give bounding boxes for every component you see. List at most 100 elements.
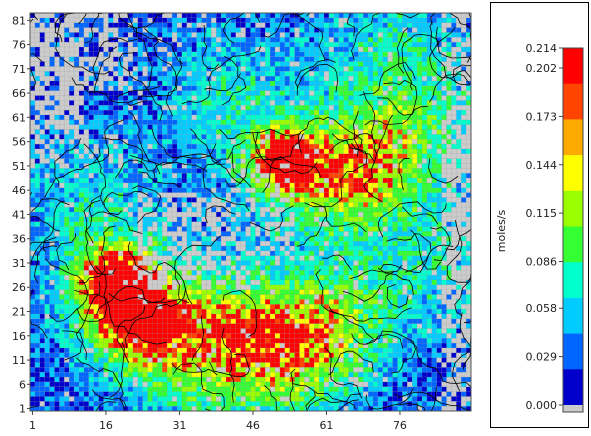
grid-cell bbox=[451, 362, 457, 368]
grid-cell bbox=[279, 377, 285, 382]
grid-cell bbox=[338, 357, 344, 363]
grid-cell bbox=[461, 362, 467, 368]
grid-cell bbox=[201, 173, 207, 179]
grid-cell bbox=[44, 352, 50, 358]
grid-cell bbox=[191, 202, 197, 208]
grid-cell bbox=[348, 299, 354, 305]
grid-cell bbox=[377, 158, 383, 164]
grid-cell bbox=[319, 216, 325, 222]
grid-cell bbox=[324, 192, 329, 198]
grid-cell bbox=[358, 163, 364, 169]
grid-cell bbox=[30, 275, 35, 280]
grid-cell bbox=[382, 202, 388, 208]
grid-cell bbox=[284, 372, 290, 378]
grid-cell bbox=[137, 245, 143, 251]
grid-cell bbox=[402, 216, 408, 222]
grid-cell bbox=[39, 212, 45, 217]
grid-cell bbox=[230, 362, 236, 368]
grid-cell bbox=[314, 406, 320, 412]
grid-cell bbox=[221, 178, 227, 183]
grid-cell bbox=[368, 212, 374, 217]
grid-cell bbox=[324, 279, 329, 285]
grid-cell bbox=[456, 289, 462, 295]
grid-cell bbox=[422, 173, 427, 179]
grid-cell bbox=[328, 144, 334, 149]
grid-cell bbox=[309, 192, 315, 198]
grid-cell bbox=[289, 202, 295, 208]
grid-cell bbox=[250, 158, 256, 164]
grid-cell bbox=[221, 226, 227, 232]
grid-cell bbox=[128, 352, 133, 358]
grid-cell bbox=[39, 270, 45, 276]
grid-cell bbox=[245, 391, 251, 397]
grid-cell bbox=[412, 202, 418, 208]
grid-cell bbox=[103, 148, 109, 154]
grid-cell bbox=[128, 270, 133, 276]
grid-cell bbox=[157, 158, 163, 164]
grid-cell bbox=[167, 221, 173, 227]
grid-cell bbox=[245, 275, 251, 280]
grid-cell bbox=[402, 173, 408, 179]
grid-cell bbox=[417, 197, 423, 203]
grid-cell bbox=[147, 323, 153, 329]
grid-cell bbox=[191, 396, 197, 402]
grid-cell bbox=[196, 255, 202, 261]
grid-cell bbox=[250, 386, 256, 392]
grid-cell bbox=[142, 187, 148, 193]
grid-cell bbox=[132, 148, 138, 154]
grid-cell bbox=[167, 178, 173, 183]
grid-cell bbox=[382, 294, 388, 300]
grid-cell bbox=[69, 343, 75, 348]
grid-cell bbox=[446, 352, 452, 358]
grid-cell bbox=[245, 187, 251, 193]
grid-cell bbox=[426, 216, 432, 222]
grid-cell bbox=[441, 396, 447, 402]
grid-cell bbox=[289, 192, 295, 198]
grid-cell bbox=[328, 192, 334, 198]
grid-cell bbox=[221, 221, 227, 227]
grid-cell bbox=[64, 275, 70, 280]
grid-cell bbox=[157, 333, 163, 339]
grid-cell bbox=[69, 391, 75, 397]
grid-cell bbox=[436, 216, 442, 222]
grid-cell bbox=[426, 309, 432, 314]
grid-cell bbox=[79, 304, 84, 310]
grid-cell bbox=[412, 362, 418, 368]
grid-cell bbox=[265, 144, 271, 149]
grid-cell bbox=[260, 207, 266, 213]
grid-cell bbox=[319, 338, 325, 344]
grid-cell bbox=[147, 304, 153, 310]
grid-cell bbox=[407, 216, 413, 222]
grid-cell bbox=[49, 386, 55, 392]
grid-cell bbox=[324, 352, 329, 358]
grid-cell bbox=[309, 377, 315, 382]
grid-cell bbox=[245, 367, 251, 373]
grid-cell bbox=[49, 226, 55, 232]
grid-cell bbox=[441, 347, 447, 353]
grid-cell bbox=[373, 367, 378, 373]
grid-cell bbox=[137, 338, 143, 344]
grid-cell bbox=[250, 168, 256, 174]
grid-cell bbox=[69, 313, 75, 319]
grid-cell bbox=[186, 187, 192, 193]
grid-cell bbox=[436, 270, 442, 276]
grid-cell bbox=[98, 168, 104, 174]
grid-cell bbox=[196, 391, 202, 397]
grid-cell bbox=[196, 343, 202, 348]
grid-cell bbox=[230, 158, 236, 164]
grid-cell bbox=[456, 367, 462, 373]
grid-cell bbox=[343, 343, 349, 348]
grid-cell bbox=[216, 197, 222, 203]
grid-cell bbox=[417, 357, 423, 363]
grid-cell bbox=[255, 284, 261, 290]
grid-cell bbox=[446, 250, 452, 256]
grid-cell bbox=[108, 202, 114, 208]
grid-cell bbox=[265, 391, 271, 397]
grid-cell bbox=[235, 323, 241, 329]
grid-cell bbox=[397, 144, 403, 149]
grid-cell bbox=[255, 192, 261, 198]
grid-cell bbox=[353, 260, 359, 266]
grid-cell bbox=[181, 347, 187, 353]
grid-cell bbox=[343, 304, 349, 310]
